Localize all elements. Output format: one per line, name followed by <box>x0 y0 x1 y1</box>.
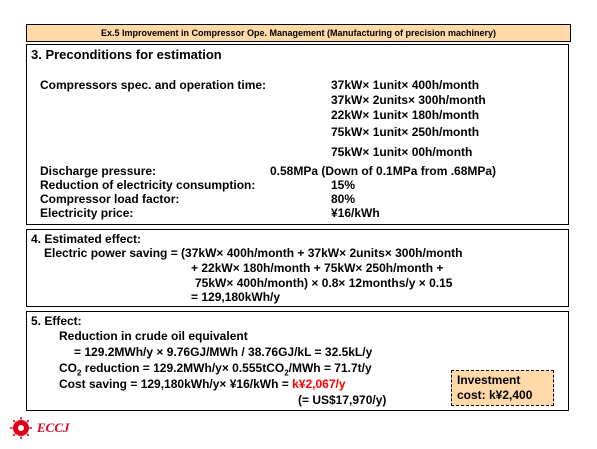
cost-saving-usd: (= US$17,970/y) <box>298 393 387 407</box>
cost-saving-result: k¥2,067/y <box>292 377 346 391</box>
spec-line: 22kW× 1unit× 180h/month <box>331 108 480 122</box>
co2-prefix: CO <box>59 361 77 375</box>
co2-reduction-line: CO2 reduction = 129.2MWh/y× 0.555tCO2/MW… <box>59 361 372 380</box>
effect-heading: 5. Effect: <box>31 314 82 328</box>
investment-value: cost: k¥2,400 <box>457 388 533 402</box>
saving-line-3: 75kW× 400h/month) × 0.8× 12months/y × 0.… <box>195 276 453 290</box>
reduction-label: Reduction of electricity consumption: <box>40 178 256 192</box>
crude-oil-calc: = 129.2MWh/y × 9.76GJ/MWh / 38.76GJ/kL =… <box>74 345 373 359</box>
spec-line: 37kW× 1unit× 400h/month <box>331 78 480 92</box>
spec-line: 75kW× 1unit× 00h/month <box>331 145 473 159</box>
saving-result: = 129,180kWh/y <box>191 290 281 304</box>
investment-label: Investment <box>457 373 521 387</box>
eccj-logo-icon <box>10 417 32 439</box>
eccj-logo: ECCJ <box>10 416 80 445</box>
crude-oil-label: Reduction in crude oil equivalent <box>59 329 248 343</box>
tco2-subscript: 2 <box>284 368 289 378</box>
price-value: ¥16/kWh <box>331 206 380 220</box>
price-label: Electricity price: <box>40 206 134 220</box>
spec-line: 75kW× 1unit× 250h/month <box>331 125 480 139</box>
co2-calc-b: /MWh = 71.7t/y <box>288 361 372 375</box>
saving-line-1: Electric power saving = (37kW× 400h/mont… <box>44 246 463 260</box>
co2-subscript: 2 <box>77 368 82 378</box>
slide-title: Ex.5 Improvement in Compressor Ope. Mana… <box>26 24 571 42</box>
reduction-value: 15% <box>331 178 356 192</box>
preconditions-panel <box>26 44 569 225</box>
cost-saving-calc: Cost saving = 129,180kWh/y× ¥16/kWh = <box>59 377 293 391</box>
load-factor-label: Compressor load factor: <box>40 192 180 206</box>
investment-cost-box: Investment cost: k¥2,400 <box>451 370 554 406</box>
preconditions-heading: 3. Preconditions for estimation <box>31 47 222 62</box>
saving-line-2: + 22kW× 180h/month + 75kW× 250h/month + <box>191 261 444 275</box>
eccj-logo-text: ECCJ <box>37 420 70 435</box>
compressor-spec-label: Compressors spec. and operation time: <box>40 78 267 92</box>
cost-saving-line: Cost saving = 129,180kWh/y× ¥16/kWh = k¥… <box>59 377 346 391</box>
estimated-effect-panel <box>26 229 569 307</box>
spec-line: 37kW× 2units× 300h/month <box>331 93 486 107</box>
co2-calc-a: reduction = 129.2MWh/y× 0.555tCO <box>81 361 285 375</box>
discharge-label: Discharge pressure: <box>40 164 157 178</box>
estimated-effect-heading: 4. Estimated effect: <box>31 232 142 246</box>
discharge-value: 0.58MPa (Down of 0.1MPa from .68MPa) <box>270 164 497 178</box>
load-factor-value: 80% <box>331 192 356 206</box>
